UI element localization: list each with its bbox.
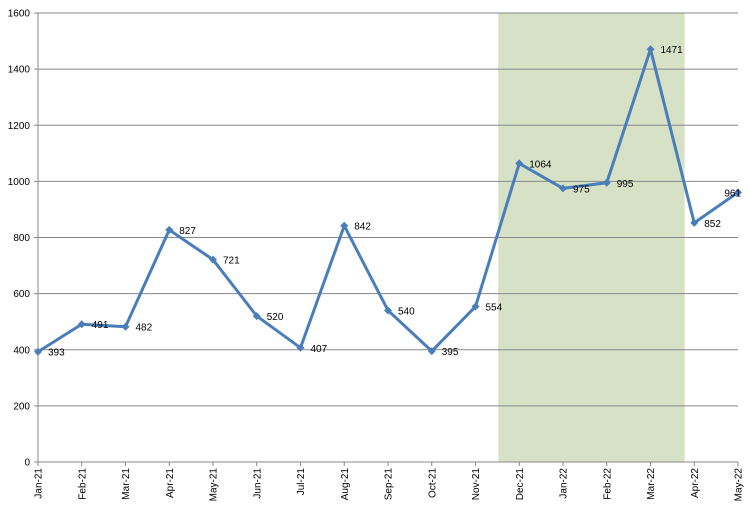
x-tick-label: Jun-21 bbox=[252, 468, 263, 499]
x-tick-label: Feb-22 bbox=[602, 468, 613, 500]
data-point-marker bbox=[165, 225, 174, 234]
x-tick-labels: Jan-21 Feb-21 Mar-21 Apr-21 May-21 Jun-21 Jul-… bbox=[34, 468, 745, 502]
x-tick-label: May-22 bbox=[734, 468, 745, 502]
x-tick-label: Jan-22 bbox=[559, 468, 570, 499]
data-point-marker bbox=[34, 347, 42, 356]
data-label: 852 bbox=[704, 219, 721, 230]
y-tick-labels: 0 200 400 600 800 1000 1200 1400 1600 bbox=[8, 9, 31, 469]
data-point-marker bbox=[734, 188, 742, 197]
data-label: 554 bbox=[486, 303, 503, 314]
data-label: 827 bbox=[179, 226, 196, 237]
data-label: 491 bbox=[92, 320, 109, 331]
x-tick-label: Apr-21 bbox=[165, 468, 176, 498]
x-tick-label: Mar-21 bbox=[121, 468, 132, 500]
y-tick-label: 1400 bbox=[8, 65, 31, 76]
y-tick-label: 0 bbox=[24, 458, 30, 469]
x-tick-label: Jul-21 bbox=[296, 468, 307, 496]
y-tick-label: 1600 bbox=[8, 9, 31, 20]
data-label: 961 bbox=[724, 188, 741, 199]
x-tick-label: May-21 bbox=[209, 468, 220, 502]
data-point-marker bbox=[209, 255, 217, 264]
x-tick-label: Mar-22 bbox=[646, 468, 657, 500]
data-label: 393 bbox=[48, 348, 65, 359]
x-tick-label: Jan-21 bbox=[34, 468, 45, 499]
data-point-marker bbox=[252, 312, 261, 321]
data-label: 482 bbox=[136, 323, 153, 334]
data-point-marker bbox=[471, 302, 480, 311]
data-labels: 393 491 482 827 721 520 407 842 540 395 554 1064 975… bbox=[48, 45, 741, 359]
y-tick-label: 200 bbox=[13, 401, 30, 412]
y-tick-label: 600 bbox=[13, 289, 30, 300]
data-point-marker bbox=[340, 221, 349, 230]
x-tick-label: Aug-21 bbox=[340, 468, 351, 501]
data-label: 842 bbox=[354, 222, 371, 233]
axes bbox=[37, 13, 739, 466]
data-label: 721 bbox=[223, 256, 240, 267]
data-label: 407 bbox=[311, 344, 328, 355]
x-tick-label: Nov-21 bbox=[471, 468, 482, 501]
x-tick-label: Apr-22 bbox=[690, 468, 701, 498]
y-tick-label: 800 bbox=[13, 233, 30, 244]
data-label: 1471 bbox=[661, 45, 684, 56]
data-label: 540 bbox=[398, 306, 415, 317]
data-label: 395 bbox=[442, 347, 459, 358]
data-label: 520 bbox=[267, 312, 284, 323]
data-point-marker bbox=[296, 343, 305, 352]
x-tick-label: Feb-21 bbox=[77, 468, 88, 500]
data-label: 1064 bbox=[529, 159, 552, 170]
data-point-marker bbox=[77, 320, 86, 329]
y-tick-label: 400 bbox=[13, 345, 30, 356]
x-tick-label: Dec-21 bbox=[515, 468, 526, 501]
data-label: 995 bbox=[617, 179, 634, 190]
x-tick-label: Oct-21 bbox=[427, 468, 438, 498]
data-point-marker bbox=[121, 322, 130, 331]
x-tick-label: Sep-21 bbox=[384, 468, 395, 501]
data-point-marker bbox=[427, 347, 436, 356]
data-markers bbox=[34, 45, 742, 356]
data-point-marker bbox=[646, 45, 655, 54]
y-tick-label: 1000 bbox=[8, 177, 31, 188]
data-point-marker bbox=[515, 159, 524, 168]
data-point-marker bbox=[559, 184, 567, 193]
y-tick-label: 1200 bbox=[8, 121, 31, 132]
data-point-marker bbox=[384, 306, 392, 315]
data-point-marker bbox=[602, 178, 611, 187]
data-point-marker bbox=[690, 218, 699, 227]
data-label: 975 bbox=[573, 184, 590, 195]
